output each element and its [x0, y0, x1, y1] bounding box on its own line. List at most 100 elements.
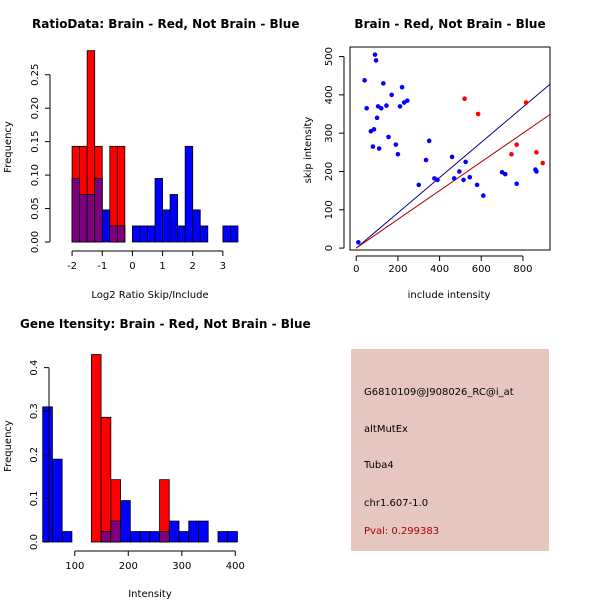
- scatter-point-not-brain: [467, 174, 473, 180]
- scatter-point-not-brain: [384, 103, 389, 108]
- ratio-bar-not-brain: [192, 209, 201, 243]
- ratio-ylabel: Frequency: [3, 121, 14, 173]
- scatter-point-not-brain: [395, 151, 401, 157]
- intensity-bar-overlap: [100, 531, 112, 543]
- scatter-point-not-brain: [370, 144, 376, 149]
- intensity-bar-not-brain: [129, 531, 141, 543]
- intensity-y-tick-label: 0.1: [29, 490, 40, 506]
- intensity-y-tick-label: 0.2: [29, 447, 40, 463]
- ratio-bar-not-brain: [147, 225, 156, 243]
- scatter-point-not-brain: [404, 98, 410, 103]
- scatter-x-tick-label: 0: [353, 264, 359, 275]
- ratio-y-tick-label: 0.10: [30, 164, 41, 186]
- intensity-bar-not-brain: [52, 458, 63, 543]
- intensity-scatter: Brain - Red, Not Brain - Blue 0 200 400 600…: [303, 17, 551, 301]
- ratio-title: RatioData: Brain - Red, Not Brain - Blue: [32, 17, 299, 31]
- scatter-point-not-brain: [376, 146, 382, 151]
- intensity-xlabel: Intensity: [128, 589, 172, 600]
- intensity-bar-not-brain: [178, 531, 190, 543]
- scatter-y-tick-label: 400: [324, 85, 335, 104]
- ratio-bar-not-brain: [222, 225, 231, 243]
- ratio-bar-not-brain: [101, 209, 111, 243]
- scatter-point-not-brain: [534, 169, 539, 174]
- intensity-bars: [42, 354, 238, 543]
- scatter-point-not-brain: [393, 142, 399, 147]
- scatter-point-not-brain: [371, 127, 377, 132]
- ratio-y-tick-label: 0.25: [30, 64, 41, 86]
- scatter-x-tick-label: 200: [388, 264, 407, 275]
- scatter-point-not-brain: [451, 176, 457, 181]
- ratio-bar-overlap: [71, 178, 81, 243]
- scatter-x-tick-label: 400: [430, 264, 449, 275]
- scatter-point-not-brain: [397, 104, 403, 109]
- ratio-y-tick-label: 0.20: [30, 97, 41, 119]
- gene-name: Tuba4: [364, 460, 394, 471]
- scatter-point-not-brain: [362, 78, 367, 83]
- ratio-y-tick-label: 0.15: [30, 131, 41, 153]
- intensity-bar-not-brain: [217, 531, 229, 543]
- scatter-xlabel: include intensity: [408, 290, 491, 301]
- ratio-bars: [71, 50, 239, 243]
- ratio-bar-overlap: [79, 194, 88, 243]
- p-value: Pval: 0.299383: [364, 526, 440, 537]
- scatter-point-not-brain: [423, 157, 429, 163]
- scatter-point-brain: [509, 151, 514, 157]
- scatter-axes: 0 200 400 600 800 0 100 200 300 400 500: [324, 47, 532, 275]
- intensity-x-tick-label: 100: [65, 561, 84, 572]
- intensity-bar-not-brain: [61, 531, 73, 543]
- intensity-bar-not-brain: [198, 520, 209, 543]
- scatter-y-tick-label: 500: [324, 47, 335, 66]
- scatter-marks: [355, 52, 551, 249]
- scatter-point-brain: [534, 150, 539, 155]
- intensity-ylabel: Frequency: [3, 420, 14, 472]
- intensity-bar-not-brain: [149, 531, 160, 543]
- ratio-bar-overlap: [86, 194, 96, 243]
- scatter-point-not-brain: [416, 182, 422, 188]
- ratio-bar-not-brain: [162, 209, 171, 243]
- scatter-fit-line-not-brain: [355, 83, 551, 249]
- ratio-x-tick-label: 2: [190, 261, 196, 272]
- ratio-bar-overlap: [94, 178, 103, 243]
- ratio-bar-not-brain: [184, 145, 194, 243]
- scatter-point-brain: [523, 100, 529, 105]
- ratio-x-tick-label: 1: [159, 261, 165, 272]
- scatter-point-not-brain: [381, 81, 386, 86]
- scatter-point-not-brain: [474, 182, 480, 188]
- scatter-y-tick-label: 0: [324, 245, 335, 251]
- scatter-x-tick-label: 600: [472, 264, 491, 275]
- scatter-point-not-brain: [449, 154, 455, 160]
- intensity-bar-brain: [90, 354, 102, 543]
- scatter-point-not-brain: [386, 134, 391, 140]
- scatter-point-brain: [540, 160, 546, 166]
- ratio-bar-not-brain: [199, 225, 209, 243]
- intensity-x-tick-label: 300: [172, 561, 191, 572]
- ratio-bar-not-brain: [230, 225, 239, 243]
- ratio-y-tick-label: 0.05: [30, 197, 41, 219]
- intensity-x-tick-label: 200: [119, 561, 138, 572]
- intensity-y-tick-label: 0.4: [29, 360, 40, 376]
- scatter-point-not-brain: [356, 240, 361, 245]
- intensity-bar-overlap: [110, 520, 121, 543]
- ratio-y-tick-label: 0.00: [30, 231, 41, 253]
- scatter-point-not-brain: [373, 58, 379, 63]
- intensity-y-tick-label: 0.0: [29, 534, 40, 550]
- chromosome-location: chr1.607-1.0: [364, 498, 429, 509]
- ratio-bar-not-brain: [154, 178, 163, 243]
- intensity-histogram: Gene Itensity: Brain - Red, Not Brain - …: [3, 317, 311, 600]
- ratio-x-tick-label: -2: [67, 261, 77, 272]
- scatter-y-tick-label: 300: [324, 124, 335, 143]
- intensity-bar-not-brain: [139, 531, 151, 543]
- intensity-bar-not-brain: [120, 500, 131, 543]
- scatter-point-not-brain: [461, 177, 466, 183]
- intensity-x-tick-label: 400: [226, 561, 245, 572]
- scatter-point-not-brain: [374, 115, 380, 121]
- event-type: altMutEx: [364, 424, 408, 435]
- intensity-axes: 100 200 300 400 0.0 0.1 0.2 0.3 0.4: [29, 360, 245, 572]
- ratio-bar-overlap: [116, 225, 126, 243]
- probe-id: G6810109@J908026_RC@i_at: [364, 387, 514, 398]
- scatter-y-tick-label: 100: [324, 200, 335, 219]
- ratio-bar-not-brain: [139, 225, 148, 243]
- ratio-histogram: RatioData: Brain - Red, Not Brain - Blue…: [3, 17, 299, 301]
- scatter-point-not-brain: [514, 181, 519, 187]
